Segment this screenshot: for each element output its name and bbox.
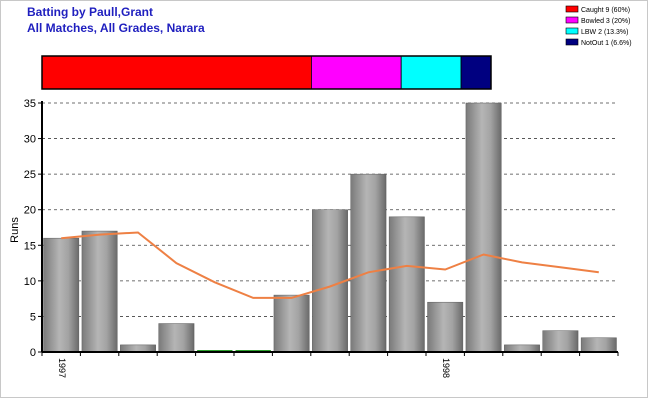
chart-subtitle: All Matches, All Grades, Narara [27, 21, 205, 35]
legend-label: LBW 2 (13.3%) [581, 29, 628, 36]
y-tick-label: 25 [24, 169, 36, 181]
dismissal-segment [310, 55, 402, 90]
y-tick-labels: 0 5 10 15 20 25 30 35 [24, 98, 42, 359]
runs-bars [43, 102, 617, 353]
bar [273, 294, 310, 353]
y-tick-label: 0 [30, 347, 36, 359]
bar [350, 173, 387, 353]
bar [388, 216, 425, 353]
y-tick-label: 20 [24, 205, 36, 217]
dismissal-segment [460, 55, 492, 90]
legend-label: Bowled 3 (20%) [581, 18, 630, 25]
x-tick-label: 1997 [57, 358, 67, 378]
chart-title: Batting by Paull,Grant [27, 5, 154, 19]
bar [542, 330, 579, 353]
bar [43, 237, 80, 353]
legend-swatch [565, 5, 579, 13]
x-tick-label: 1998 [441, 358, 451, 378]
trend-line [61, 231, 599, 299]
y-tick-label: 5 [30, 311, 36, 323]
y-tick-label: 15 [24, 240, 36, 252]
y-tick-label: 30 [24, 134, 36, 146]
bar [120, 344, 156, 353]
dismissal-stacked-bar [41, 55, 492, 90]
legend-label: NotOut 1 (6.6%) [581, 40, 632, 47]
x-tick-labels: 1997 1998 [41, 352, 619, 378]
bar [580, 337, 617, 353]
trend-line-group [61, 231, 599, 299]
y-tick-label: 10 [24, 276, 36, 288]
dismissal-bar-border [41, 55, 492, 90]
legend-swatch [565, 16, 579, 24]
bar [235, 350, 271, 352]
bar [158, 323, 195, 353]
legend-swatch [565, 27, 579, 35]
axes [41, 101, 618, 353]
y-axis-title: Runs [9, 217, 21, 243]
bar [427, 301, 464, 353]
bar [312, 209, 348, 353]
bar [504, 344, 540, 353]
legend: Caught 9 (60%) Bowled 3 (20%) LBW 2 (13.3%… [565, 5, 632, 47]
y-tick-label: 35 [24, 98, 36, 110]
dismissal-segment [41, 55, 312, 90]
bar [465, 102, 502, 353]
dismissal-segment [400, 55, 462, 90]
legend-swatch [565, 38, 579, 46]
bar [197, 350, 233, 352]
legend-label: Caught 9 (60%) [581, 7, 630, 14]
bar [81, 230, 118, 353]
